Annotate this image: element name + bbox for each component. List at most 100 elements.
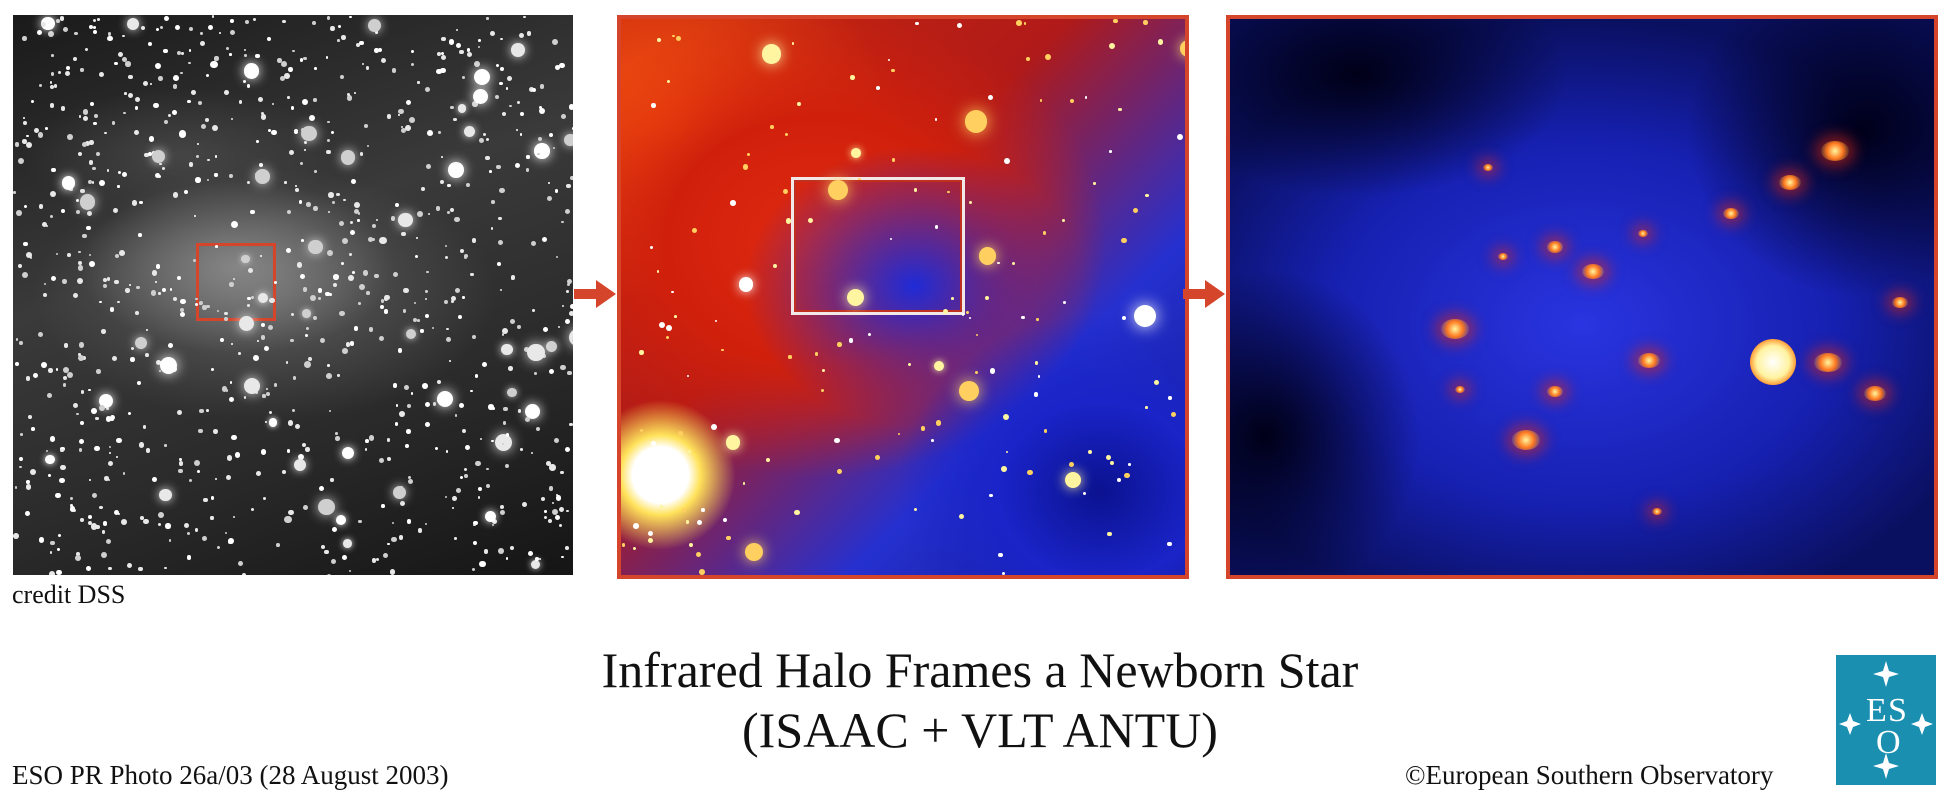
star-point: [435, 205, 441, 211]
star-point: [401, 125, 404, 129]
star-point: [989, 368, 996, 374]
star-point: [234, 452, 241, 458]
star-point: [127, 563, 133, 569]
star-point: [398, 108, 404, 115]
star-point: [502, 327, 508, 334]
star-point: [1082, 491, 1086, 495]
star-point: [341, 35, 346, 40]
star-point: [364, 124, 368, 128]
star-point: [178, 457, 182, 461]
star-point: [436, 390, 454, 408]
star-point: [542, 326, 548, 332]
star-point: [330, 26, 335, 31]
star-point: [273, 280, 277, 284]
star-point: [109, 307, 114, 312]
star-point: [528, 551, 533, 557]
star-point: [69, 497, 74, 501]
star-point: [496, 164, 501, 170]
star-point: [1084, 96, 1088, 99]
star-point: [506, 87, 509, 90]
star-point: [451, 495, 457, 501]
title-line-2: (ISAAC + VLT ANTU): [742, 702, 1218, 758]
star-point: [549, 132, 554, 137]
star-point: [98, 404, 105, 411]
star-point: [317, 288, 323, 293]
star-point: [224, 317, 228, 322]
star-point: [231, 220, 239, 228]
star-point: [277, 58, 282, 63]
star-point: [180, 298, 186, 305]
star-point: [850, 75, 855, 80]
image-credit: credit DSS: [12, 580, 126, 609]
star-point: [45, 455, 55, 465]
star-point: [1016, 20, 1022, 26]
star-point: [417, 527, 423, 533]
star-point: [77, 265, 84, 271]
star-point: [564, 446, 571, 453]
star-point: [408, 475, 412, 480]
star-point: [308, 239, 323, 255]
star-point: [364, 439, 369, 444]
star-point: [451, 162, 456, 167]
star-point: [566, 183, 571, 189]
star-point: [289, 149, 295, 155]
star-point: [112, 121, 116, 125]
star-point: [497, 240, 503, 246]
star-point: [138, 233, 142, 238]
star-point: [721, 348, 725, 352]
star-point: [358, 283, 365, 290]
star-point: [427, 212, 431, 215]
star-point: [346, 93, 350, 97]
star-point: [339, 75, 344, 79]
star-point: [440, 55, 446, 61]
star-point: [456, 28, 459, 31]
star-point: [198, 101, 203, 106]
star-point: [535, 557, 539, 561]
star-point: [473, 524, 476, 527]
star-point: [311, 21, 316, 25]
star-point: [472, 335, 477, 340]
star-point: [248, 267, 254, 273]
star-point: [446, 336, 452, 342]
star-point: [424, 314, 429, 319]
star-point: [92, 26, 96, 29]
star-point: [324, 549, 329, 555]
star-point: [326, 574, 332, 575]
star-point: [420, 329, 424, 333]
star-point: [246, 303, 250, 307]
star-point: [269, 297, 276, 304]
star-point: [406, 403, 411, 409]
star-point: [221, 386, 228, 392]
star-point: [633, 523, 639, 529]
star-point: [142, 425, 147, 429]
star-point: [701, 508, 705, 512]
star-point: [80, 68, 84, 72]
star-point: [650, 246, 654, 250]
star-point: [500, 38, 503, 41]
copyright-notice: ©European Southern Observatory: [1405, 760, 1774, 790]
star-point: [39, 83, 43, 87]
star-point: [1042, 231, 1047, 235]
star-point: [814, 352, 819, 356]
star-point: [464, 444, 471, 451]
star-point: [310, 295, 317, 301]
star-point: [639, 350, 644, 355]
star-point: [107, 35, 113, 42]
star-point: [22, 36, 27, 41]
star-point: [446, 450, 449, 453]
star-point: [190, 89, 196, 95]
star-point: [252, 18, 256, 22]
star-point: [353, 209, 360, 215]
star-point: [227, 539, 233, 545]
star-point: [168, 538, 172, 542]
star-point: [348, 275, 354, 281]
star-point: [41, 221, 47, 227]
star-point: [357, 219, 360, 222]
star-point: [330, 478, 334, 482]
star-point: [415, 254, 419, 258]
star-point: [14, 142, 20, 147]
zoom-region-box: [791, 177, 965, 315]
star-point: [357, 211, 361, 215]
star-point: [293, 129, 299, 134]
star-point: [314, 67, 317, 70]
